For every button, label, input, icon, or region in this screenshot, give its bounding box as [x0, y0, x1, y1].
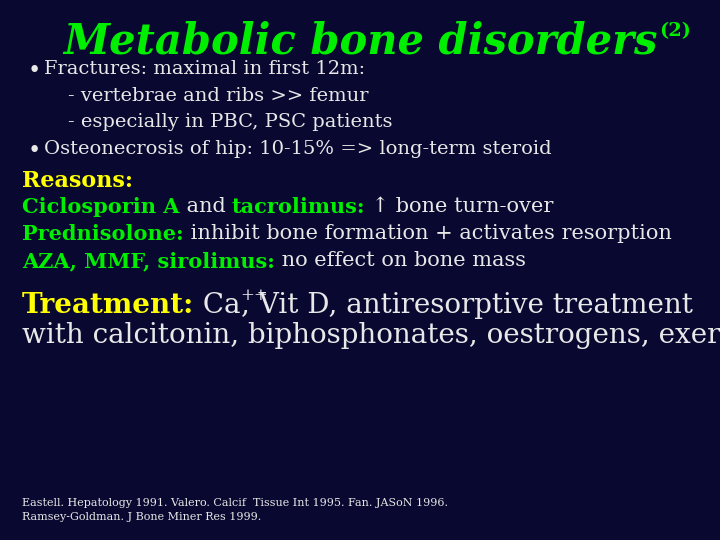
Text: ++: ++ — [240, 287, 269, 304]
Text: Osteonecrosis of hip: 10-15% => long-term steroid: Osteonecrosis of hip: 10-15% => long-ter… — [44, 140, 552, 158]
Text: Fractures: maximal in first 12m:: Fractures: maximal in first 12m: — [44, 60, 365, 78]
Text: Eastell. Hepatology 1991. Valero. Calcif  Tissue Int 1995. Fan. JASoN 1996.: Eastell. Hepatology 1991. Valero. Calcif… — [22, 498, 448, 508]
Text: (2): (2) — [660, 22, 691, 40]
Text: Ramsey-Goldman. J Bone Miner Res 1999.: Ramsey-Goldman. J Bone Miner Res 1999. — [22, 512, 261, 522]
Text: with calcitonin, biphosphonates, oestrogens, exercise: with calcitonin, biphosphonates, oestrog… — [22, 322, 720, 349]
Text: and: and — [179, 197, 232, 216]
Text: Prednisolone:: Prednisolone: — [22, 224, 184, 244]
Text: tacrolimus:: tacrolimus: — [232, 197, 365, 217]
Text: Metabolic bone disorders: Metabolic bone disorders — [63, 20, 657, 62]
Text: Ca: Ca — [194, 292, 240, 319]
Text: inhibit bone formation + activates resorption: inhibit bone formation + activates resor… — [184, 224, 672, 243]
Text: ↑ bone turn-over: ↑ bone turn-over — [365, 197, 554, 216]
Text: - vertebrae and ribs >> femur: - vertebrae and ribs >> femur — [68, 87, 369, 105]
Text: AZA, MMF, sirolimus:: AZA, MMF, sirolimus: — [22, 251, 275, 271]
Text: , Vit D, antiresorptive treatment: , Vit D, antiresorptive treatment — [240, 292, 693, 319]
Text: - especially in PBC, PSC patients: - especially in PBC, PSC patients — [68, 113, 392, 131]
Text: •: • — [28, 60, 41, 82]
Text: Ciclosporin A: Ciclosporin A — [22, 197, 179, 217]
Text: •: • — [28, 140, 41, 162]
Text: Reasons:: Reasons: — [22, 170, 133, 192]
Text: no effect on bone mass: no effect on bone mass — [275, 251, 526, 270]
Text: Treatment:: Treatment: — [22, 292, 194, 319]
